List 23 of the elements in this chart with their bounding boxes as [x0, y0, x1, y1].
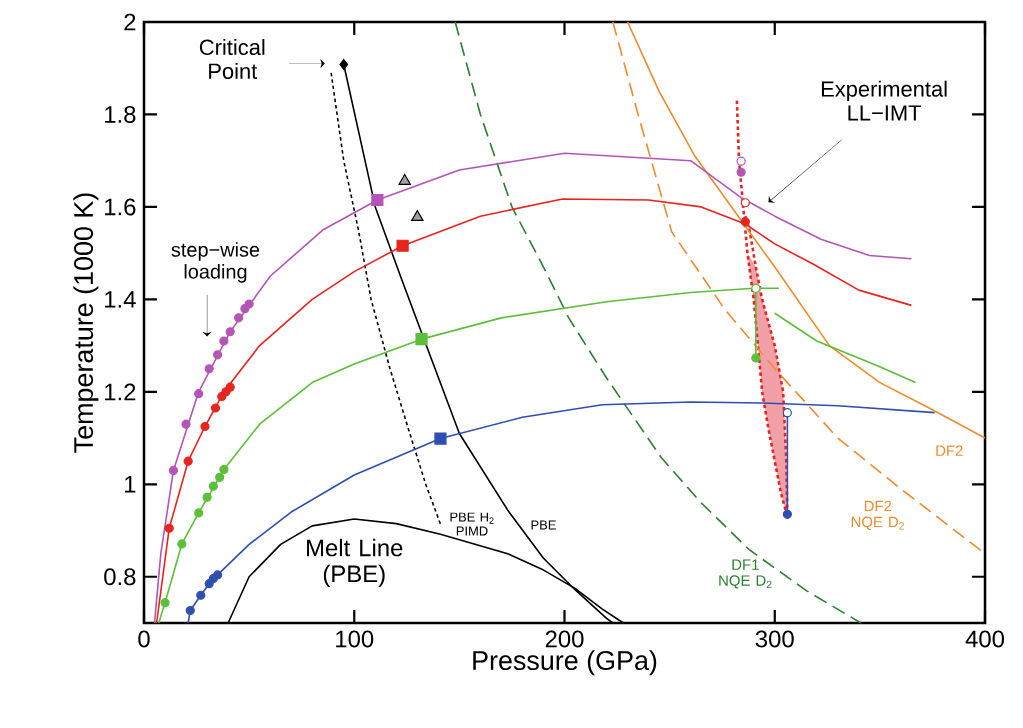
annotation: PBE H$_{2}$ PIMD: [450, 512, 494, 536]
y-tick-label: 1.2: [105, 383, 136, 401]
annotation: Experimental LL−IMT: [821, 80, 947, 121]
y-tick-label: 1.4: [105, 291, 136, 308]
y-tick-label: 1.8: [105, 106, 136, 123]
y-axis-title: Temperature (1000 K): [73, 193, 99, 453]
annotation: Critical Point: [199, 38, 265, 79]
annotation: Melt Line (PBE): [307, 538, 403, 587]
annotation: DF2: [936, 445, 963, 456]
annotation: step−wise loading: [171, 242, 260, 283]
x-tick-label: 300: [755, 630, 794, 648]
y-tick-label: 0.8: [104, 568, 136, 586]
x-axis-title: Pressure (GPa): [473, 650, 657, 676]
x-tick-label: 400: [965, 630, 1005, 648]
x-tick-label: 200: [545, 630, 584, 648]
y-tick-label: 2: [124, 13, 136, 31]
annotation: DF1 NQE D$_{2}$: [719, 559, 772, 589]
y-tick-label: 1.6: [105, 198, 136, 216]
x-tick-label: 100: [336, 630, 374, 648]
annotation: DF2 NQE D$_{2}$: [851, 500, 904, 530]
y-tick-label: 1: [125, 476, 136, 493]
x-tick-label: 0: [138, 630, 150, 648]
annotation: PBE: [531, 520, 556, 530]
